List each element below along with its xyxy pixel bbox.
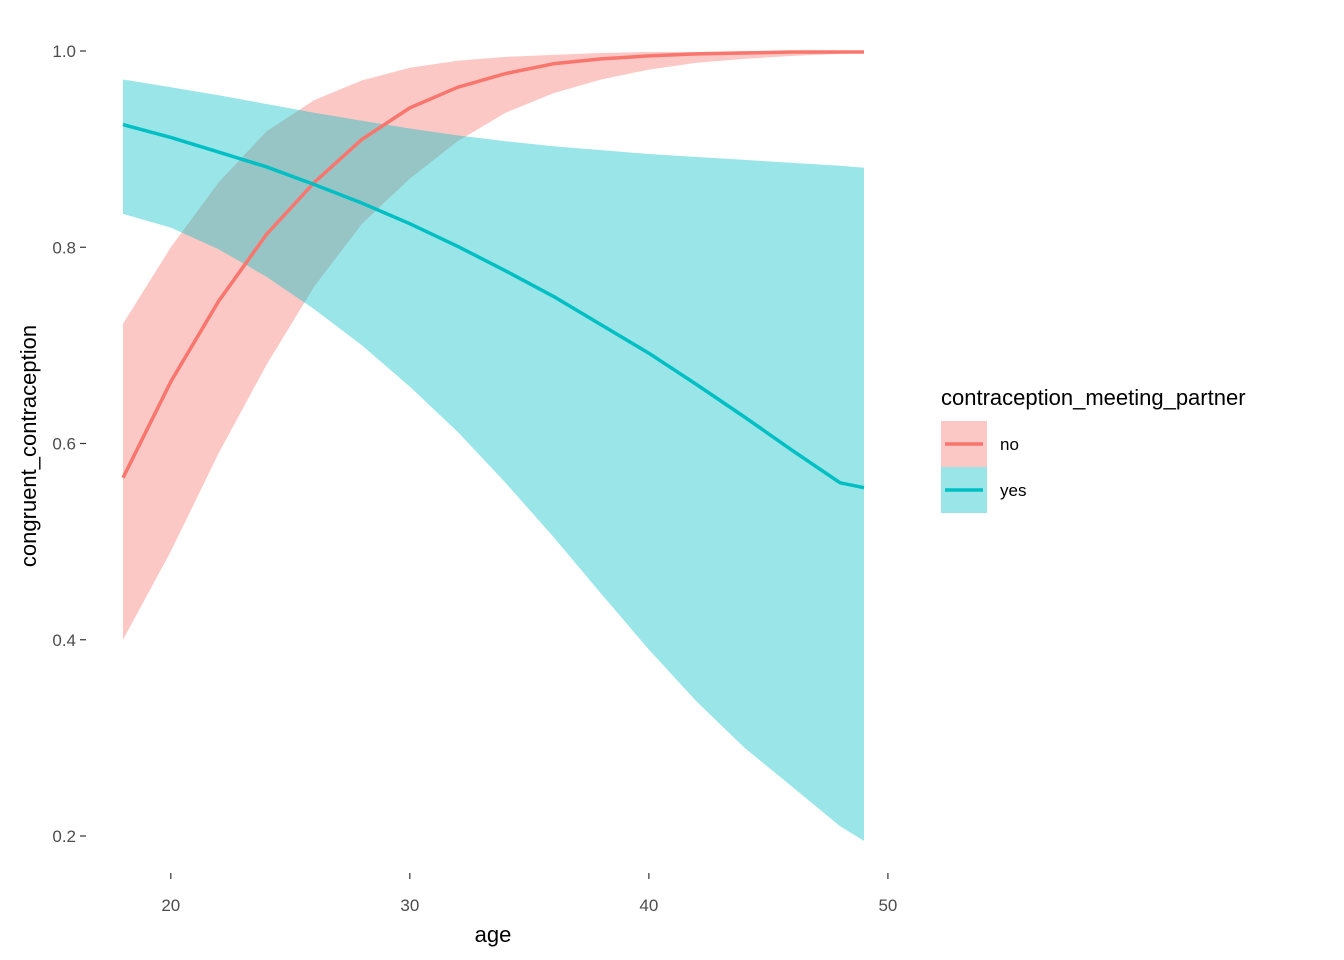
ribbon-no (123, 51, 864, 640)
y-tick-label: 0.8 (52, 238, 76, 257)
x-axis: 20 30 40 50 (161, 873, 897, 915)
legend-title: contraception_meeting_partner (941, 385, 1246, 410)
y-axis: 0.2 0.4 0.6 0.8 1.0 (52, 42, 86, 846)
line-yes (122, 122, 865, 490)
legend-label-yes: yes (1000, 481, 1026, 500)
confidence-ribbons (123, 51, 864, 841)
y-axis-title: congruent_contraception (16, 325, 41, 567)
line-no (121, 50, 864, 479)
ribbon-yes (123, 79, 864, 841)
y-tick-label: 0.6 (52, 435, 76, 454)
y-tick-label: 1.0 (52, 42, 76, 61)
y-tick-label: 0.2 (52, 827, 76, 846)
legend: contraception_meeting_partner no yes (941, 385, 1246, 513)
x-tick-label: 30 (400, 896, 419, 915)
y-tick-label: 0.4 (52, 631, 76, 650)
legend-label-no: no (1000, 435, 1019, 454)
x-tick-label: 50 (878, 896, 897, 915)
series-lines (121, 50, 865, 490)
x-tick-label: 40 (639, 896, 658, 915)
x-axis-title: age (475, 922, 512, 947)
x-tick-label: 20 (161, 896, 180, 915)
